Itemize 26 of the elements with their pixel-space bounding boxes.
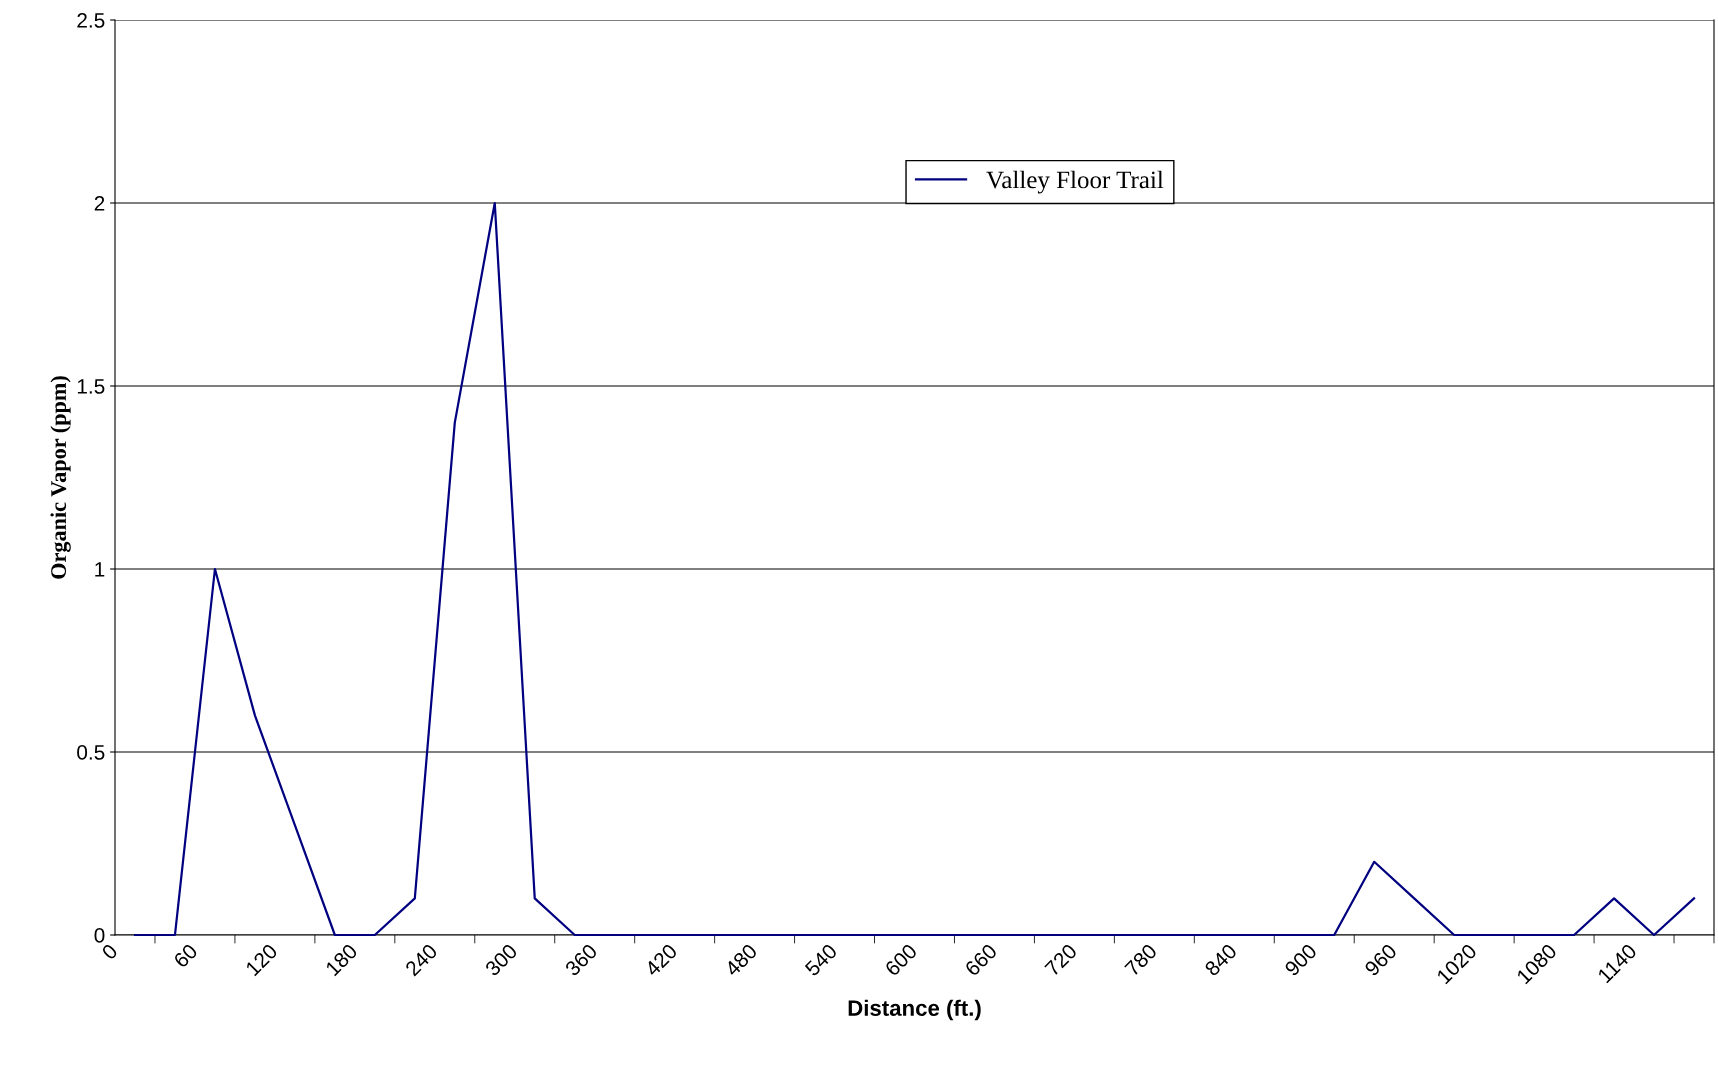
y-tick-label: 2.5 [77, 13, 105, 28]
x-tick-label: 900 [1283, 942, 1318, 977]
y-tick-label: 2 [94, 196, 105, 211]
y-tick-label: 0 [94, 928, 105, 943]
y-axis-title: Organic Vapor (ppm) [50, 376, 71, 579]
line-series [133, 201, 1696, 937]
x-tick-label: 360 [564, 942, 599, 977]
x-tick-label: 180 [324, 942, 359, 977]
y-tick-label: 1 [95, 562, 105, 577]
x-tick-label: 720 [1044, 942, 1078, 977]
x-tick-label: 60 [172, 942, 199, 969]
x-tick-label: 960 [1363, 942, 1398, 977]
x-tick-label: 840 [1203, 942, 1238, 977]
x-tick-label: 120 [244, 942, 279, 977]
x-tick-label: 240 [404, 942, 439, 977]
x-tick-label: 780 [1124, 942, 1158, 977]
y-tick-label: 1.5 [77, 379, 105, 394]
legend-label: Valley Floor Trail [986, 170, 1164, 194]
x-tick-label: 540 [804, 942, 838, 977]
y-tick-label: 0.5 [77, 745, 105, 760]
x-tick-label: 660 [964, 942, 998, 977]
x-tick-label: 300 [484, 942, 519, 977]
x-axis-title: Distance (ft.) [848, 999, 981, 1021]
x-tick-label: 600 [884, 942, 918, 977]
x-tick-label: 420 [643, 942, 679, 978]
x-tick-label: 480 [723, 942, 758, 978]
